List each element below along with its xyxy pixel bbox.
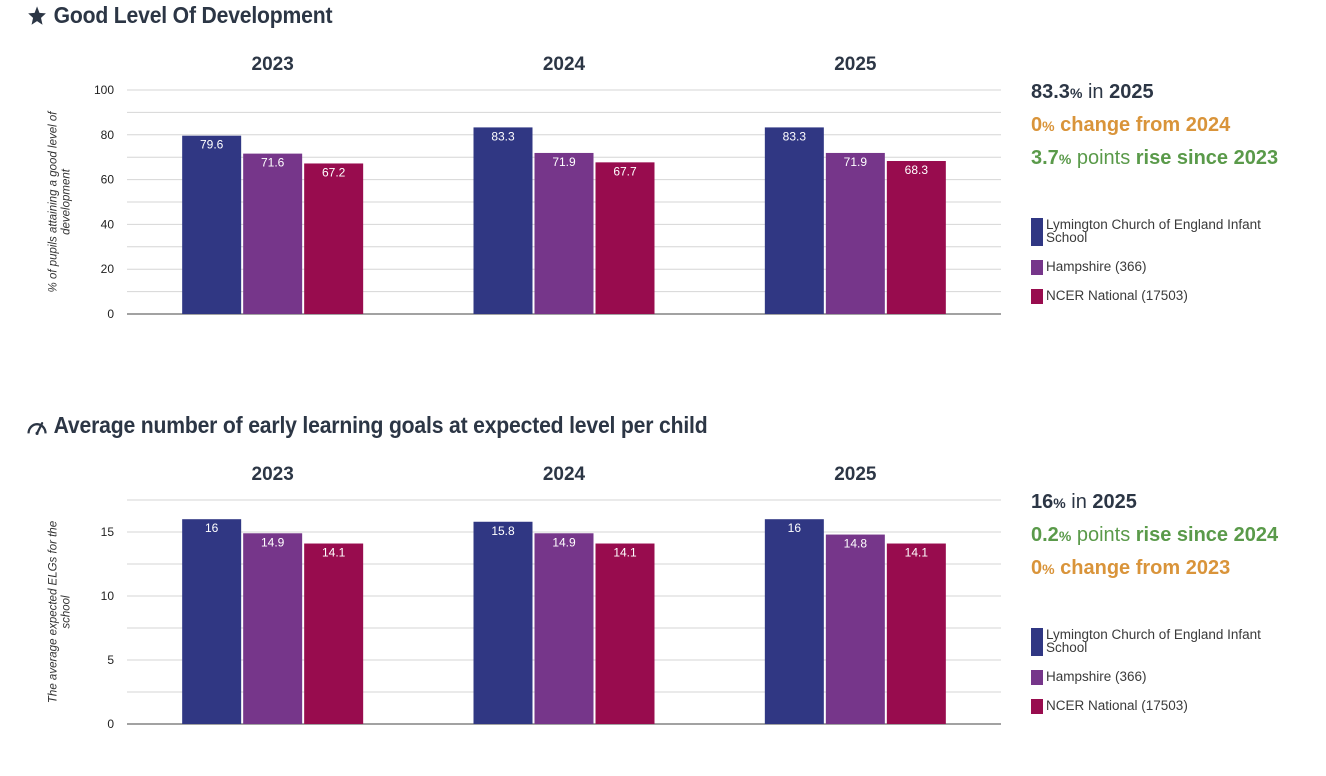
data-label: 68.3	[905, 163, 929, 177]
data-label: 16	[205, 521, 219, 535]
y-tick-label: 5	[107, 653, 114, 667]
stat-rise: 3.7% points rise since 2023	[1031, 147, 1279, 169]
y-tick-label: 100	[94, 83, 114, 97]
data-label: 16	[788, 521, 802, 535]
category-label: 2024	[543, 464, 586, 485]
data-label: 15.8	[491, 524, 515, 538]
legend-item: Hampshire (366)	[1031, 260, 1301, 275]
stat-headline: 83.3% in 2025	[1031, 81, 1154, 103]
legend-item: Hampshire (366)	[1031, 670, 1301, 685]
data-label: 71.9	[844, 155, 868, 169]
section-title-gld: Good Level Of Development	[26, 2, 333, 29]
legend-swatch	[1031, 628, 1043, 656]
data-label: 67.2	[322, 165, 346, 179]
bar	[534, 152, 594, 314]
bar	[473, 127, 533, 315]
stat-change: 0% change from 2024	[1031, 114, 1231, 136]
y-tick-label: 20	[101, 262, 115, 276]
data-label: 14.9	[552, 535, 576, 549]
stat-headline: 16% in 2025	[1031, 491, 1137, 513]
section-title-text: Average number of early learning goals a…	[53, 412, 708, 438]
data-label: 14.1	[322, 546, 346, 560]
bar	[243, 533, 303, 724]
y-tick-label: 10	[101, 589, 115, 603]
stats-gld: 83.3% in 2025 0% change from 2024 3.7% p…	[1031, 76, 1278, 175]
legend-swatch	[1031, 289, 1043, 304]
category-label: 2025	[834, 464, 877, 485]
legend-item: Lymington Church of England Infant Schoo…	[1031, 628, 1301, 656]
y-axis-label-line: The average expected ELGs for the	[48, 521, 60, 703]
category-label: 2024	[543, 54, 586, 75]
chart-gld: 0 20 40 60 80 100 % of pupils attaining a good…	[48, 54, 1001, 321]
bar	[243, 153, 303, 314]
stats-elg: 16% in 2025 0.2% points rise since 2024 …	[1031, 486, 1278, 585]
stat-change: 0% change from 2023	[1031, 557, 1231, 579]
legend-swatch	[1031, 699, 1043, 714]
star-icon	[26, 4, 48, 28]
legend-swatch	[1031, 670, 1043, 685]
legend-item: Lymington Church of England Infant Schoo…	[1031, 218, 1301, 246]
data-label: 14.1	[613, 546, 637, 560]
category-label: 2023	[252, 464, 294, 485]
data-label: 71.9	[552, 155, 576, 169]
bar	[304, 163, 364, 314]
category-label: 2023	[252, 54, 294, 75]
legend-item: NCER National (17503)	[1031, 289, 1301, 304]
y-tick-label: 15	[101, 525, 115, 539]
bar	[886, 161, 946, 314]
data-label: 14.8	[844, 537, 868, 551]
section-title-elg: Average number of early learning goals a…	[26, 412, 708, 439]
stat-rise: 0.2% points rise since 2024	[1031, 524, 1279, 546]
legend-item: NCER National (17503)	[1031, 699, 1301, 714]
legend-swatch	[1031, 260, 1043, 275]
data-label: 14.9	[261, 535, 285, 549]
bar	[825, 152, 885, 314]
bar	[182, 135, 242, 314]
y-axis-label: The average expected ELGs for the school	[48, 521, 73, 703]
data-label: 67.7	[613, 164, 637, 178]
bar	[182, 519, 242, 724]
y-axis-label: % of pupils attaining a good level of dev…	[48, 110, 73, 293]
data-label: 83.3	[491, 129, 515, 143]
legend-swatch	[1031, 218, 1043, 246]
bar	[825, 534, 885, 724]
bar	[473, 521, 533, 724]
gauge-icon	[26, 414, 48, 438]
bar	[764, 519, 824, 724]
y-tick-label: 80	[101, 128, 115, 142]
bar	[886, 543, 946, 724]
category-label: 2025	[834, 54, 877, 75]
chart-elg: 0 5 10 15 The average expected ELGs for the s…	[48, 464, 1001, 731]
data-label: 83.3	[783, 129, 807, 143]
y-tick-label: 40	[101, 217, 115, 231]
data-label: 14.1	[905, 546, 929, 560]
y-axis-label-line: % of pupils attaining a good level of	[48, 110, 60, 293]
y-axis-label-line: development	[61, 168, 73, 235]
bar	[595, 543, 655, 724]
data-label: 71.6	[261, 156, 285, 170]
data-label: 79.6	[200, 138, 224, 152]
bar	[595, 162, 655, 314]
y-tick-label: 60	[101, 173, 115, 187]
bar	[534, 533, 594, 724]
section-title-text: Good Level Of Development	[53, 2, 333, 28]
bar	[764, 127, 824, 315]
y-tick-label: 0	[107, 307, 114, 321]
y-axis-label-line: school	[61, 595, 73, 629]
bar	[304, 543, 364, 724]
y-tick-label: 0	[107, 717, 114, 731]
